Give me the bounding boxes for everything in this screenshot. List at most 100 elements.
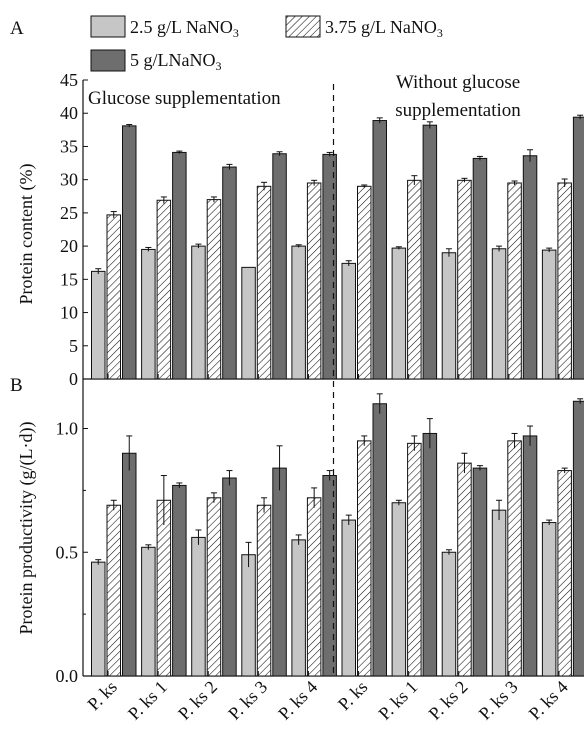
y-tick-label-a: 10 <box>60 303 78 323</box>
bar-b-s3-c5 <box>322 475 337 677</box>
bar-b-s2-c6 <box>357 440 372 677</box>
bar-a-s2-c7 <box>407 179 422 380</box>
legend-label-1: 2.5 g/L NaNO3 <box>130 17 239 40</box>
y-tick-label-a: 15 <box>60 269 78 289</box>
x-tick-label: P. ks 4 <box>274 677 321 724</box>
group-label-without-glucose-line1: Without glucose <box>396 72 520 93</box>
panel-label-a: A <box>10 18 24 39</box>
x-tick-label: P. ks 4 <box>525 677 572 724</box>
bar-b-s2-c8 <box>457 462 472 677</box>
bar-b-s1-c5 <box>291 539 306 677</box>
bar-b-s3-c4 <box>272 467 287 677</box>
bar-a-s1-c6 <box>341 262 356 380</box>
bar-a-s1-c3 <box>191 245 206 380</box>
y-tick-label-a: 45 <box>60 70 78 90</box>
bar-a-s3-c10 <box>572 116 584 380</box>
bar-b-s1-c10 <box>541 522 557 677</box>
y-tick-label-a: 40 <box>60 103 78 123</box>
y-tick-label-a: 35 <box>60 136 78 156</box>
bar-b-s2-c2 <box>156 499 172 677</box>
bar-a-s3-c9 <box>522 155 538 380</box>
bar-b-s1-c4 <box>241 554 256 677</box>
x-tick-label: P. ks 1 <box>124 677 171 724</box>
bar-b-s1-c6 <box>341 519 356 677</box>
bar-b-s1-c9 <box>491 509 507 677</box>
bar-a-s3-c6 <box>372 120 387 380</box>
y-tick-label-b: 0.5 <box>56 542 79 562</box>
bar-b-s3-c10 <box>572 400 584 677</box>
bar-b-s1-c2 <box>141 546 156 677</box>
bar-b-s2-c9 <box>507 440 522 677</box>
y-axis-label-a: Protein content (%) <box>16 164 37 305</box>
bar-a-s2-c1 <box>106 214 121 380</box>
legend-swatch-2 <box>285 15 321 38</box>
y-tick-label-a: 25 <box>60 203 78 223</box>
bar-b-s3-c6 <box>372 403 387 677</box>
bar-b-s1-c1 <box>91 561 106 677</box>
bar-a-s2-c9 <box>507 182 522 380</box>
bar-a-s1-c10 <box>541 249 557 380</box>
bar-b-s3-c3 <box>222 477 237 677</box>
legend-label-2: 3.75 g/L NaNO3 <box>325 17 443 40</box>
legend-label-3: 5 g/LNaNO3 <box>130 50 221 73</box>
legend-swatch-1 <box>90 15 126 38</box>
x-tick-label: P. ks 3 <box>224 677 271 724</box>
bar-a-s1-c4 <box>241 266 256 380</box>
bar-b-s2-c10 <box>557 470 572 677</box>
bar-a-s2-c4 <box>256 185 272 380</box>
legend-swatch-3 <box>90 49 126 72</box>
bar-a-s1-c5 <box>291 245 306 380</box>
bar-a-s2-c5 <box>306 182 322 380</box>
panel-label-b: B <box>10 375 23 396</box>
bar-a-s3-c2 <box>172 151 187 380</box>
bar-b-s2-c3 <box>206 497 222 677</box>
bar-b-s3-c7 <box>422 432 438 677</box>
legend-item-3: 5 g/LNaNO3 <box>90 49 221 73</box>
x-tick-label: P. ks 2 <box>174 677 221 724</box>
x-tick-label: P. ks <box>83 677 120 714</box>
group-label-without-glucose-line2: supplementation <box>395 100 521 121</box>
bar-a-s2-c6 <box>357 185 372 380</box>
bar-a-s3-c3 <box>222 166 237 380</box>
bar-b-s1-c3 <box>191 536 206 677</box>
bar-a-s1-c2 <box>141 248 156 380</box>
x-tick-label: P. ks 2 <box>425 677 472 724</box>
y-tick-label-a: 5 <box>69 336 78 356</box>
legend-item-2: 3.75 g/L NaNO3 <box>285 15 443 40</box>
bar-b-s2-c1 <box>106 504 121 677</box>
bar-b-s1-c8 <box>441 551 457 677</box>
bar-b-s3-c9 <box>522 435 538 677</box>
bar-a-s2-c2 <box>156 199 172 380</box>
x-tick-label: P. ks <box>334 677 371 714</box>
bar-b-s3-c8 <box>472 467 488 677</box>
bar-a-s3-c5 <box>322 153 337 380</box>
bar-a-s2-c8 <box>457 179 472 380</box>
y-axis-label-b: Protein productivity (g/(L·d)) <box>16 422 37 635</box>
legend-item-1: 2.5 g/L NaNO3 <box>90 15 239 40</box>
bar-b-s1-c7 <box>391 502 407 677</box>
bar-b-s2-c7 <box>407 442 422 677</box>
bar-a-s3-c1 <box>122 125 137 380</box>
x-tick-label: P. ks 3 <box>475 677 522 724</box>
group-label-glucose: Glucose supplementation <box>88 88 281 109</box>
bar-b-s2-c5 <box>306 497 322 677</box>
bar-b-s3-c2 <box>172 484 187 677</box>
bar-a-s1-c7 <box>391 247 407 380</box>
bar-b-s3-c1 <box>122 452 137 677</box>
x-tick-label: P. ks 1 <box>374 677 421 724</box>
y-tick-label-a: 0 <box>69 369 78 389</box>
y-tick-label-b: 0.0 <box>56 666 79 686</box>
bar-a-s1-c9 <box>491 248 507 380</box>
bar-a-s2-c3 <box>206 199 222 380</box>
y-tick-label-a: 20 <box>60 236 78 256</box>
bar-b-s2-c4 <box>256 504 272 677</box>
bar-a-s2-c10 <box>557 182 572 380</box>
bar-a-s3-c7 <box>422 124 438 380</box>
bar-a-s1-c8 <box>441 252 457 380</box>
y-tick-label-b: 1.0 <box>56 419 79 439</box>
bar-a-s3-c4 <box>272 153 287 380</box>
bar-a-s3-c8 <box>472 157 488 380</box>
legend: 2.5 g/L NaNO3 3.75 g/L NaNO3 5 g/LNaNO3 <box>90 15 443 73</box>
